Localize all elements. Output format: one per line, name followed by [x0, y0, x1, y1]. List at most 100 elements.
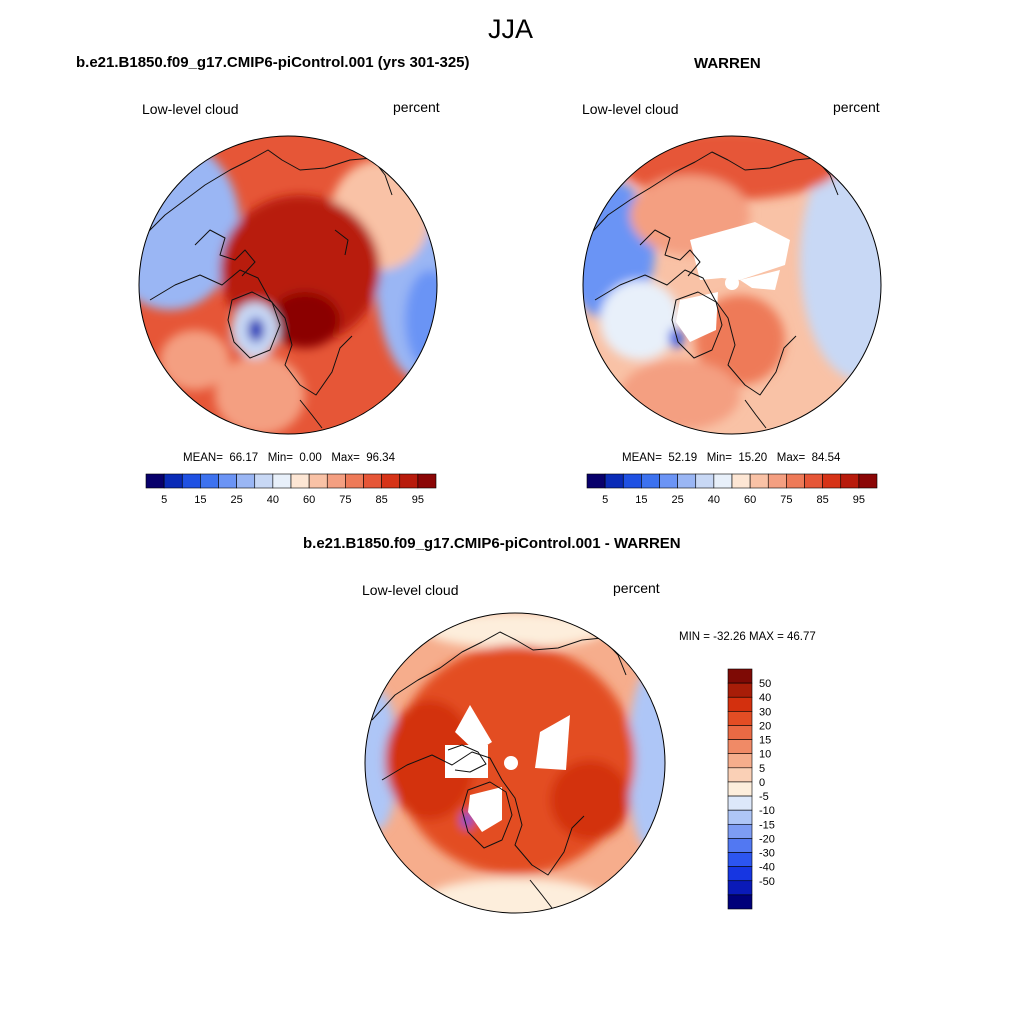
stat-mean-label: MEAN=	[622, 452, 662, 464]
coastline	[149, 269, 353, 396]
colorbar-swatch	[695, 473, 715, 489]
colorbar-tick-label: 75	[780, 494, 792, 506]
colorbar-tick-label: -30	[759, 848, 775, 860]
colorbar-swatch	[727, 894, 753, 910]
colorbar-tick-label: -50	[759, 876, 775, 888]
colorbar-tick-label: 85	[817, 494, 829, 506]
stat-mean: 66.17	[229, 452, 259, 464]
colorbar-tick-label: -40	[759, 862, 775, 874]
missing-data	[690, 222, 790, 280]
stat-mean-label: MEAN=	[183, 452, 223, 464]
colorbar-swatch	[727, 852, 753, 867]
na-cloud	[215, 355, 305, 434]
colorbar-swatch	[326, 473, 346, 489]
colorbar-tick-label: 15	[759, 735, 771, 747]
colorbar-tick-label: 40	[759, 692, 771, 704]
missing-data	[455, 705, 492, 752]
colorbar-swatch	[727, 880, 753, 896]
colorbar-swatch	[727, 866, 753, 882]
colorbar-tick-label: 5	[602, 494, 608, 506]
colorbar-swatch	[731, 473, 751, 489]
polar-map-obs	[582, 135, 882, 435]
atlantic-cloud-lower	[405, 270, 437, 370]
colorbar-swatch	[727, 838, 753, 853]
colorbar-swatch	[727, 795, 753, 811]
colorbar-swatch	[804, 473, 823, 489]
arctic-peak	[270, 292, 340, 348]
colorbar-swatch	[786, 473, 805, 489]
colorbar-swatch	[767, 473, 787, 489]
panel-obs-stats: MEAN= 52.19 Min= 15.20 Max= 84.54	[622, 452, 840, 464]
colorbar-tick-label: 30	[759, 706, 771, 718]
colorbar-tick-label: 95	[853, 494, 865, 506]
colorbar-swatch	[586, 473, 606, 489]
map-border	[138, 135, 438, 435]
stat-min: 15.20	[738, 452, 768, 464]
colorbar-tick-label: -15	[759, 819, 775, 831]
colorbar-tick-label: 40	[708, 494, 720, 506]
missing-data	[468, 787, 502, 832]
colorbar-swatch	[727, 823, 753, 839]
missing-data	[676, 292, 718, 342]
colorbar-swatch	[622, 473, 642, 489]
colorbar-swatch	[399, 473, 419, 489]
colorbar-tick-label: 95	[412, 494, 424, 506]
colorbar-swatch	[236, 473, 256, 489]
colorbar-swatch	[345, 473, 364, 489]
archipelago-coast	[639, 229, 701, 277]
coastline	[334, 229, 349, 256]
colorbar-swatch	[713, 473, 733, 489]
pole-hole	[725, 276, 739, 290]
colorbar-swatch	[290, 473, 310, 489]
na-south	[620, 360, 740, 430]
panel-obs-units: percent	[833, 99, 880, 115]
atlantic-cloud-low	[800, 140, 881, 380]
coastline	[381, 751, 585, 876]
colorbar-swatch	[181, 473, 201, 489]
na-cloud	[600, 280, 680, 360]
greenland-coast	[227, 291, 281, 359]
colorbar-swatch	[727, 767, 753, 783]
colorbar-swatch	[727, 753, 753, 769]
colorbar-tick-label: 60	[744, 494, 756, 506]
colorbar-swatch	[727, 711, 753, 726]
stat-max-label: Max=	[776, 452, 806, 464]
stat-max-label: Max=	[331, 452, 360, 464]
colorbar-tick-label: -10	[759, 805, 775, 817]
colorbar-tick-label: 15	[635, 494, 647, 506]
map-border	[364, 612, 666, 914]
colorbar-tick-label: 60	[303, 494, 315, 506]
colorbar-tick-label: 40	[267, 494, 279, 506]
colorbar-swatch	[727, 739, 753, 755]
panel-diff-variable: Low-level cloud	[362, 582, 459, 598]
colorbar-tick-label: -5	[759, 791, 769, 803]
colorbar-swatch	[163, 473, 183, 489]
colorbar-swatch	[381, 473, 401, 489]
greenland-negative	[462, 812, 472, 828]
west-max	[385, 700, 475, 820]
panel-model-title: b.e21.B1850.f09_g17.CMIP6-piControl.001 …	[76, 54, 470, 71]
figure-title: JJA	[488, 14, 534, 44]
greenland-coast	[671, 291, 723, 359]
atlantic-peak	[695, 295, 785, 385]
colorbar-swatch	[218, 473, 237, 489]
colorbar-tick-label: -20	[759, 833, 775, 845]
colorbar-tick-label: 10	[759, 749, 771, 761]
colorbar-swatch	[308, 473, 328, 489]
colorbar-swatch	[254, 473, 274, 489]
colorbar-tick-label: 15	[194, 494, 206, 506]
colorbar-tick-label: 50	[759, 678, 771, 690]
colorbar-swatch	[727, 809, 753, 825]
colorbar-tick-label: 85	[376, 494, 388, 506]
coastline	[594, 269, 797, 396]
colorbar-obs: 5 15 25 40 60 75 85 95	[586, 473, 878, 506]
south-near-zero	[425, 878, 605, 913]
colorbar-tick-label: 5	[161, 494, 167, 506]
colorbar-tick-label: 20	[759, 720, 771, 732]
colorbar-swatch	[749, 473, 769, 489]
colorbar-swatch	[272, 473, 292, 489]
colorbar-swatch	[417, 473, 437, 489]
colorbar-swatch	[604, 473, 624, 489]
archipelago-coast	[194, 229, 256, 277]
